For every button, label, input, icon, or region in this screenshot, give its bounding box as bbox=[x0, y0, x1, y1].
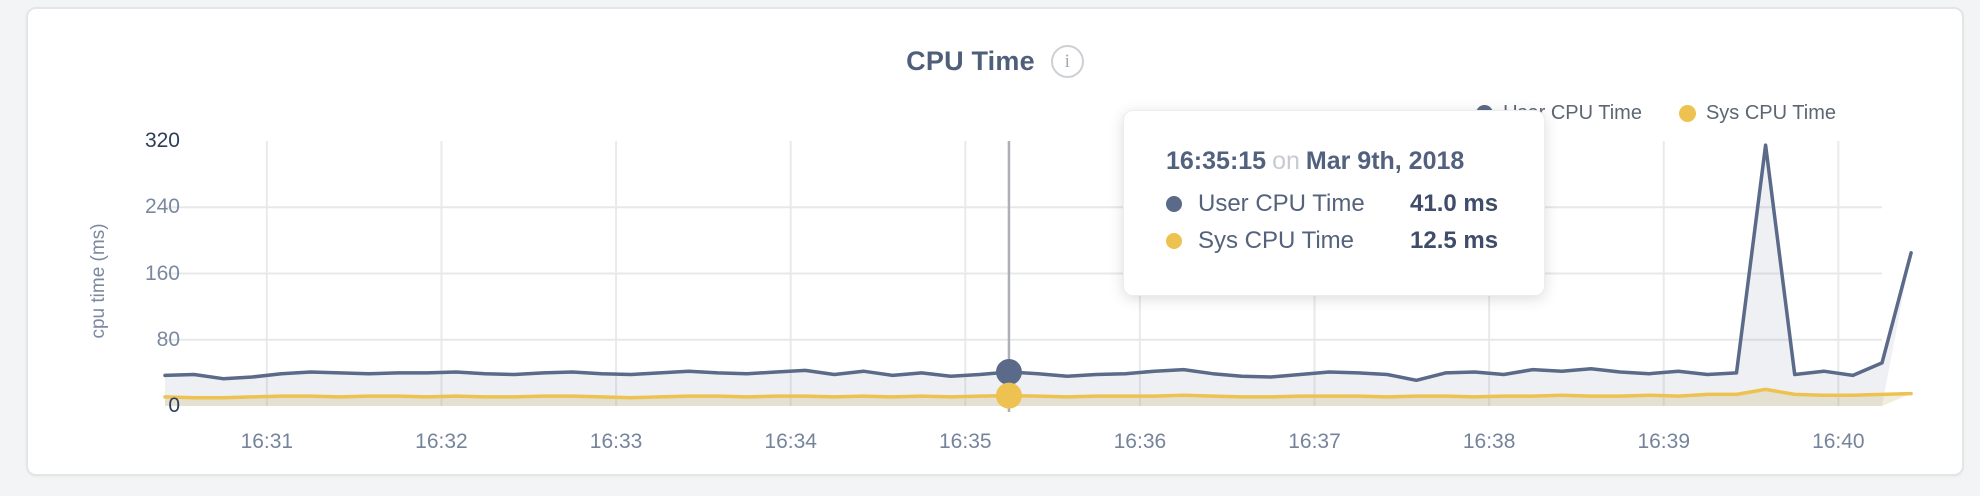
x-tick-label: 16:34 bbox=[764, 430, 817, 453]
tooltip-header: 16:35:15 on Mar 9th, 2018 bbox=[1166, 147, 1544, 176]
tooltip-user-label: User CPU Time bbox=[1198, 190, 1365, 217]
legend-item-sys[interactable]: Sys CPU Time bbox=[1678, 102, 1836, 125]
tooltip-row-sys: Sys CPU Time 12.5 ms bbox=[1166, 227, 1544, 255]
tooltip-sys-value: 12.5 ms bbox=[1410, 227, 1499, 254]
cpu-time-chart[interactable] bbox=[28, 9, 1962, 474]
x-tick-label: 16:31 bbox=[240, 430, 294, 453]
x-tick-label: 16:40 bbox=[1812, 430, 1865, 453]
user-series-dot bbox=[1166, 196, 1182, 212]
tooltip-user-value: 41.0 ms bbox=[1410, 190, 1499, 217]
y-tick-label: 160 bbox=[144, 261, 180, 285]
tooltip-sys-label: Sys CPU Time bbox=[1198, 227, 1355, 254]
sys-cpu-series-line bbox=[163, 387, 1913, 400]
chart-title-row: CPU Time i bbox=[28, 45, 1962, 78]
y-tick-label: 80 bbox=[156, 327, 180, 351]
tooltip-connector: on bbox=[1272, 147, 1300, 175]
tooltip-row-user: User CPU Time 41.0 ms bbox=[1166, 190, 1544, 218]
info-icon[interactable]: i bbox=[1050, 45, 1084, 78]
sys-legend-label: Sys CPU Time bbox=[1705, 102, 1836, 124]
x-tick-label: 16:37 bbox=[1288, 430, 1341, 453]
tooltip-date: Mar 9th, 2018 bbox=[1305, 147, 1465, 175]
sys-series-dot bbox=[1166, 233, 1182, 249]
chart-tooltip: 16:35:15 on Mar 9th, 2018 User CPU Time 41… bbox=[1123, 110, 1545, 296]
tooltip-time: 16:35:15 bbox=[1166, 147, 1267, 175]
cpu-time-chart-card: CPU Time i cpu time (ms) User CPU Time S… bbox=[26, 7, 1964, 476]
x-tick-label: 16:39 bbox=[1637, 430, 1691, 453]
hover-point-sys[interactable] bbox=[995, 382, 1022, 409]
y-tick-label: 240 bbox=[144, 195, 180, 219]
y-tick-label: 320 bbox=[144, 129, 180, 152]
hover-point-user[interactable] bbox=[995, 359, 1022, 386]
y-tick-label: 0 bbox=[168, 394, 180, 417]
x-tick-label: 16:32 bbox=[415, 430, 468, 453]
x-tick-label: 16:35 bbox=[939, 430, 992, 453]
x-tick-label: 16:38 bbox=[1462, 430, 1516, 453]
x-tick-label: 16:36 bbox=[1113, 430, 1167, 453]
x-tick-label: 16:33 bbox=[589, 430, 643, 453]
sys-legend-dot bbox=[1678, 105, 1696, 122]
chart-title: CPU Time bbox=[906, 46, 1035, 76]
user-cpu-series-line bbox=[163, 143, 1913, 383]
user-cpu-series-area bbox=[165, 145, 1912, 406]
